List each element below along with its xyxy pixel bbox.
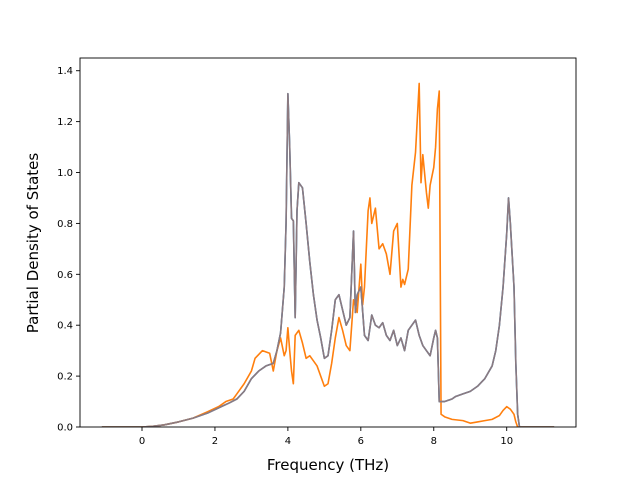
y-tick-label: 1.0 (57, 168, 73, 179)
x-tick-label: 4 (285, 436, 291, 447)
y-tick-label: 1.4 (57, 66, 73, 77)
y-tick-label: 0.2 (57, 372, 73, 383)
axes-frame (79, 57, 577, 428)
x-tick-label: 6 (358, 436, 364, 447)
axes-layer: 0 2 4 6 8 10 0.0 0.2 0.4 0.6 0.8 1.0 1.2 1.4 (57, 57, 577, 447)
x-tick-label: 10 (500, 436, 513, 447)
x-tick-label: 2 (212, 436, 218, 447)
y-tick-label: 0.4 (57, 321, 73, 332)
x-axis-label: Frequency (THz) (267, 456, 389, 474)
plot-area (80, 58, 576, 427)
series-line-2 (101, 82, 555, 427)
y-tick-label: 1.2 (57, 117, 73, 128)
series-line-3 (101, 92, 555, 427)
y-tick-label: 0.0 (57, 423, 73, 434)
series-layer (101, 82, 555, 427)
plot-background (80, 58, 576, 427)
y-tick-label: 0.6 (57, 270, 73, 281)
y-axis-label: Partial Density of States (24, 153, 42, 334)
y-tick-label: 0.8 (57, 219, 73, 230)
x-tick-label: 0 (139, 436, 145, 447)
x-tick-label: 8 (431, 436, 437, 447)
